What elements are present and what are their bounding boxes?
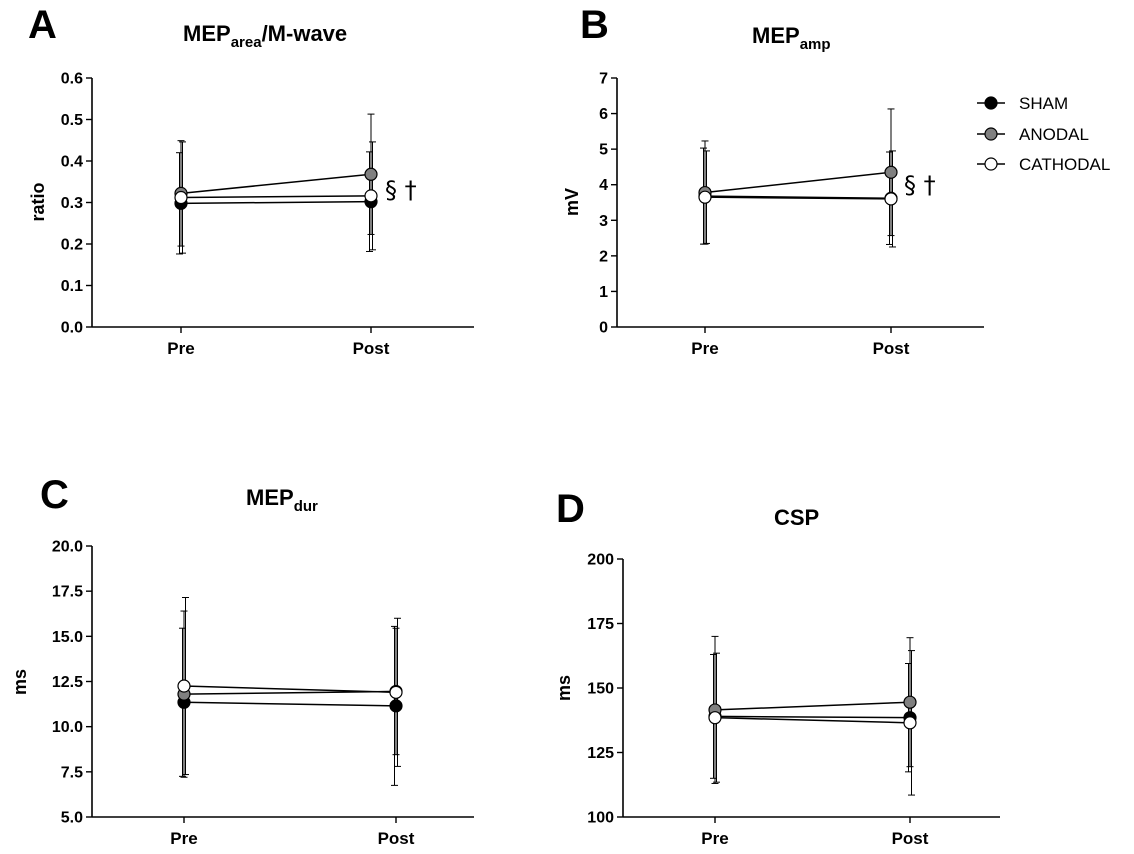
- panel-b-y-tick-label: 0: [599, 320, 608, 337]
- panel-b-line-cathodal: [704, 196, 892, 200]
- panel-c-y-tick-label: 5.0: [61, 810, 83, 827]
- legend-marker-cathodal: [984, 157, 998, 171]
- panel-c-y-tick-label: 7.5: [61, 764, 83, 781]
- panel-c-y-axis-label: ms: [10, 669, 30, 695]
- legend-label-anodal: ANODAL: [1019, 125, 1089, 144]
- panel-d-y-tick-label: 100: [587, 810, 614, 827]
- panel-c-y-tick-label: 12.5: [52, 674, 83, 691]
- panel-c-point-sham-post: [389, 699, 403, 713]
- panel-c-line-cathodal: [183, 685, 397, 694]
- panel-b-y-tick-label: 6: [599, 106, 608, 123]
- panel-d-point-anodal-post: [903, 695, 917, 709]
- panel-b-line-anodal: [704, 171, 892, 194]
- panel-c-y-tick-label: 20.0: [52, 539, 83, 556]
- panel-d-line-anodal: [714, 701, 911, 711]
- panel-c: C MEPdur ms 5.0 7.5 10.0 12.5 15.0 17.5 20.0 Pr…: [10, 473, 474, 848]
- panel-d-y-tick-label: 125: [587, 745, 614, 762]
- panel-b-point-cathodal-post: [884, 192, 898, 206]
- panel-a-y-tick-label: 0.2: [61, 237, 83, 254]
- panel-a-line-anodal: [180, 173, 372, 195]
- panel-d: D CSP ms 100 125 150 175 200 Pre Post: [554, 487, 1000, 848]
- panel-a-point-cathodal-post: [364, 189, 378, 203]
- panel-b-x-label-post: Post: [873, 339, 910, 358]
- panel-a-title: MEParea/M-wave: [183, 21, 347, 51]
- panel-c-y-tick-label: 15.0: [52, 629, 83, 646]
- panel-b-y-tick-label: 7: [599, 71, 608, 88]
- panel-a-x-label-post: Post: [353, 339, 390, 358]
- panel-c-y-tick-label: 17.5: [52, 584, 83, 601]
- panel-a-y-tick-label: 0.4: [61, 154, 83, 171]
- panel-d-x-label-post: Post: [892, 829, 929, 848]
- panel-b-point-cathodal-pre: [698, 190, 712, 204]
- panel-d-y-tick-label: 150: [587, 681, 614, 698]
- panel-b: B MEPamp mV § † 0 1 2 3 4 5 6 7 Pre Post: [562, 3, 984, 358]
- legend-item-sham: SHAM: [977, 94, 1068, 113]
- legend-item-anodal: ANODAL: [977, 125, 1089, 144]
- panel-letter-a: A: [28, 3, 57, 47]
- panel-b-point-anodal-post: [884, 165, 898, 179]
- legend-item-cathodal: CATHODAL: [977, 155, 1110, 174]
- panel-d-title: CSP: [774, 505, 819, 530]
- panel-letter-d: D: [556, 487, 585, 531]
- panel-c-x-label-post: Post: [378, 829, 415, 848]
- panel-a-line-sham: [180, 200, 372, 205]
- panel-b-title: MEPamp: [752, 23, 831, 53]
- legend-label-sham: SHAM: [1019, 94, 1068, 113]
- panel-letter-c: C: [40, 473, 69, 517]
- panel-d-point-cathodal-pre: [708, 711, 722, 725]
- panel-a-point-anodal-post: [364, 167, 378, 181]
- panel-b-y-tick-label: 5: [599, 142, 608, 159]
- legend: SHAM ANODAL CATHODAL: [977, 94, 1110, 174]
- panel-b-x-label-pre: Pre: [691, 339, 718, 358]
- panel-c-x-label-pre: Pre: [170, 829, 197, 848]
- legend-label-cathodal: CATHODAL: [1019, 155, 1110, 174]
- panel-b-y-axis-label: mV: [562, 188, 582, 216]
- panel-d-y-axis-label: ms: [554, 675, 574, 701]
- panel-letter-b: B: [580, 3, 609, 47]
- panel-a-y-tick-label: 0.5: [61, 112, 83, 129]
- panel-d-y-tick-label: 175: [587, 616, 614, 633]
- panel-d-y-tick-label: 200: [587, 552, 614, 569]
- panel-a-y-tick-label: 0.6: [61, 71, 83, 88]
- panel-a-line-cathodal: [180, 195, 372, 199]
- panel-d-line-cathodal: [714, 716, 911, 724]
- panel-b-y-tick-label: 1: [599, 284, 608, 301]
- legend-marker-anodal: [984, 127, 998, 141]
- panel-a-y-tick-label: 0.3: [61, 195, 83, 212]
- panel-a-point-cathodal-pre: [174, 190, 188, 205]
- panel-c-title: MEPdur: [246, 485, 318, 515]
- panel-d-point-cathodal-post: [903, 716, 917, 730]
- panel-a-x-label-pre: Pre: [167, 339, 194, 358]
- panel-b-y-tick-label: 3: [599, 213, 608, 230]
- legend-marker-sham: [984, 96, 998, 110]
- panel-d-x-label-pre: Pre: [701, 829, 728, 848]
- panel-c-y-tick-label: 10.0: [52, 719, 83, 736]
- panel-a: A MEParea/M-wave ratio § † 0.0 0.1 0.2 0.3 0…: [28, 3, 474, 358]
- panel-c-point-cathodal-pre: [177, 679, 191, 693]
- panel-c-point-cathodal-post: [389, 685, 403, 699]
- panel-b-line-sham: [704, 195, 892, 199]
- panel-a-significance-label: § †: [385, 176, 417, 204]
- panel-a-y-axis-label: ratio: [28, 182, 48, 221]
- panel-a-y-tick-label: 0.0: [61, 320, 83, 337]
- panel-b-y-tick-label: 2: [599, 248, 608, 265]
- panel-a-y-tick-label: 0.1: [61, 278, 83, 295]
- panel-d-line-sham: [714, 715, 911, 719]
- panel-c-line-sham: [183, 701, 397, 707]
- panel-b-y-tick-label: 4: [599, 177, 608, 194]
- panel-b-significance-label: § †: [904, 171, 936, 199]
